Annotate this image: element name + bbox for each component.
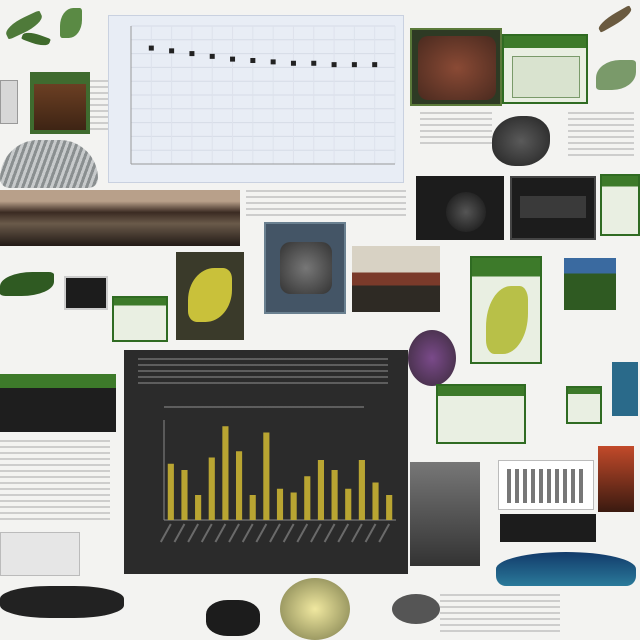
feather-photo <box>0 140 98 188</box>
plant-photo <box>0 532 80 576</box>
text-block <box>420 112 492 148</box>
ribbon-photo <box>0 586 124 618</box>
rock-photo <box>264 222 346 314</box>
data-point <box>290 60 296 66</box>
leaf-icon <box>21 29 51 49</box>
green-monitor-screen <box>436 384 526 444</box>
leaf-icon <box>60 8 82 38</box>
ocean-photo <box>496 552 636 586</box>
data-point <box>250 58 256 63</box>
shell-photo <box>392 594 440 624</box>
leaf-specimen-photo <box>470 256 542 364</box>
bar <box>372 482 379 520</box>
tick-label-placeholder <box>282 523 295 543</box>
soil-photo <box>30 72 90 134</box>
dark-screen-photo <box>510 176 596 240</box>
scatter-chart <box>130 25 396 165</box>
data-point <box>148 45 154 51</box>
tick-label-placeholder <box>378 523 391 543</box>
tick-label-placeholder <box>173 523 186 543</box>
data-point <box>230 56 236 62</box>
bar <box>222 426 229 520</box>
text-block <box>246 190 406 220</box>
landscape-photo <box>0 190 240 246</box>
tick-label-placeholder <box>214 523 227 543</box>
green-monitor-screen <box>600 174 640 236</box>
tick-label-placeholder <box>310 523 322 543</box>
tick-label-placeholder <box>351 523 363 543</box>
tick-label-placeholder <box>255 523 268 543</box>
data-point <box>209 53 215 59</box>
data-point <box>169 48 175 54</box>
bar <box>263 432 270 520</box>
green-monitor-screen <box>566 386 602 424</box>
leaf-icon <box>596 5 634 33</box>
text-block <box>440 594 560 634</box>
bar <box>181 470 188 520</box>
sphere-photo <box>280 578 350 640</box>
data-point <box>331 62 337 68</box>
bar <box>290 492 297 520</box>
green-header-panel <box>0 374 116 432</box>
text-block <box>90 80 110 130</box>
tick-label-placeholder <box>200 523 213 543</box>
rock-photo <box>410 28 502 106</box>
tick-label-placeholder <box>241 523 254 543</box>
tick-label-placeholder <box>296 523 309 543</box>
tick-label-placeholder <box>228 523 240 543</box>
tick-label-placeholder <box>269 523 281 543</box>
scatter-chart-panel <box>108 15 404 183</box>
bar <box>208 457 215 520</box>
bar <box>276 488 284 520</box>
bar <box>386 495 393 520</box>
bar <box>235 451 243 520</box>
shell-photo <box>492 116 550 166</box>
bar <box>167 463 174 520</box>
bar-chart <box>159 420 396 543</box>
green-monitor-screen <box>112 296 168 342</box>
landscape-photo <box>352 246 440 312</box>
thistle-photo <box>408 330 456 386</box>
green-monitor-screen <box>502 34 588 104</box>
bar <box>249 495 256 520</box>
text-block <box>0 440 110 520</box>
bar <box>358 460 365 520</box>
bar-chart-thumbnail <box>498 460 594 510</box>
data-point <box>189 51 195 57</box>
text-block <box>568 112 634 160</box>
bar <box>331 470 338 520</box>
dark-specimen-photo <box>500 514 596 542</box>
tick-label-placeholder <box>364 523 377 543</box>
rock-photo <box>206 600 260 636</box>
data-point <box>351 62 357 68</box>
doorway-photo <box>410 462 480 566</box>
bar-chart-panel <box>124 350 408 574</box>
data-point <box>311 60 317 66</box>
leaf-icon <box>0 272 54 296</box>
tick-label-placeholder <box>187 523 199 543</box>
data-point <box>372 62 378 68</box>
blue-screen <box>612 362 638 416</box>
dark-specimen-photo <box>416 176 504 240</box>
leaf-specimen-photo <box>176 252 244 340</box>
tick-label-placeholder <box>337 523 350 543</box>
leaf-icon <box>596 60 636 90</box>
tick-label-placeholder <box>323 523 336 543</box>
data-point <box>270 59 276 65</box>
dark-device-photo <box>64 276 108 310</box>
equipment-photo <box>0 80 18 124</box>
bar <box>345 488 352 520</box>
forest-photo <box>564 258 616 310</box>
bar <box>304 476 311 520</box>
tick-label-placeholder <box>159 523 172 543</box>
bar <box>195 495 202 520</box>
bar <box>317 460 325 520</box>
sunset-photo <box>598 446 634 512</box>
